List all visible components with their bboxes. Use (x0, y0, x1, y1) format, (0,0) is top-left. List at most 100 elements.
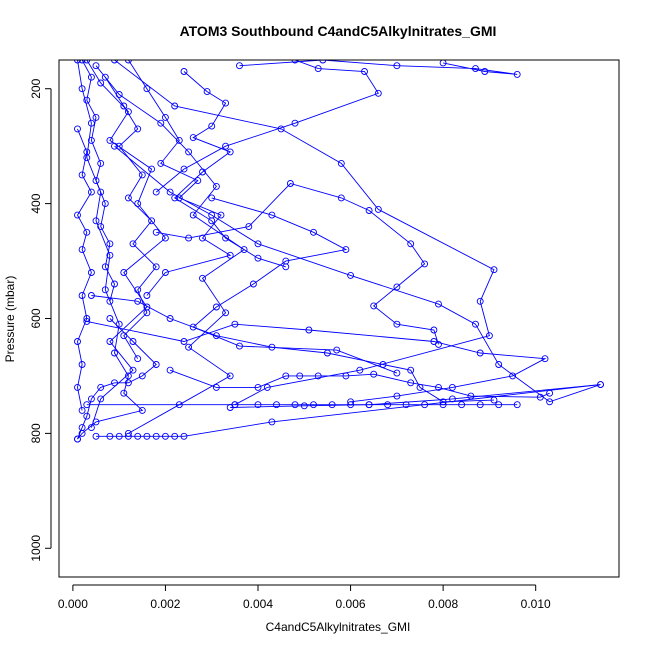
data-point (106, 136, 114, 144)
data-point (161, 113, 169, 121)
data-point (268, 418, 276, 426)
data-point (421, 260, 429, 268)
data-point (101, 200, 109, 208)
data-point (402, 401, 410, 409)
data-point (212, 383, 220, 391)
data-point (541, 355, 549, 363)
data-point (597, 381, 604, 389)
data-point (74, 211, 81, 219)
data-point (291, 60, 299, 64)
data-point (361, 68, 368, 75)
data-point (384, 401, 392, 409)
series-line-16 (91, 295, 495, 403)
data-point (78, 361, 86, 368)
data-point (180, 68, 188, 75)
data-point (106, 297, 114, 305)
data-point (134, 125, 142, 133)
data-point (365, 401, 373, 409)
data-point (291, 119, 299, 127)
data-point (111, 379, 118, 387)
data-point (148, 217, 156, 225)
data-point (310, 401, 317, 409)
y-tick-label: 200 (29, 78, 43, 98)
data-point (448, 383, 456, 391)
data-point (157, 159, 165, 167)
data-point (74, 435, 81, 443)
data-point (347, 401, 355, 409)
data-point (208, 122, 216, 130)
data-point (254, 383, 262, 391)
series-line-7 (86, 320, 547, 403)
data-point (106, 432, 114, 440)
data-point (120, 332, 128, 340)
data-point (217, 211, 225, 219)
data-point (194, 177, 202, 185)
data-point (185, 148, 193, 156)
data-point (435, 340, 442, 348)
data-point (282, 263, 290, 271)
data-point (124, 379, 132, 387)
data-point (236, 342, 243, 350)
data-point (254, 240, 262, 248)
series-line-8 (169, 369, 550, 398)
series-line-4 (239, 60, 518, 75)
data-point (120, 389, 128, 397)
data-point (166, 366, 174, 374)
data-point (87, 292, 95, 299)
data-point (199, 274, 206, 282)
data-point (74, 383, 81, 391)
data-point (78, 246, 86, 254)
data-point (203, 88, 211, 96)
data-point (393, 62, 401, 70)
data-point (129, 338, 137, 345)
data-point (226, 148, 234, 156)
series-line-17 (76, 128, 92, 411)
data-point (83, 228, 91, 236)
data-point (138, 372, 146, 380)
data-point (97, 188, 105, 196)
data-point (222, 234, 230, 242)
data-point (74, 338, 81, 345)
data-point (78, 171, 86, 179)
y-tick-label: 400 (29, 193, 43, 213)
data-point (282, 372, 290, 380)
chart-title: ATOM3 Southbound C4andC5Alkylnitrates_GM… (180, 23, 497, 39)
data-point (273, 401, 280, 409)
data-point (323, 349, 331, 357)
data-point (435, 300, 442, 308)
plot-area (74, 60, 604, 443)
data-point (143, 432, 151, 440)
data-point (370, 302, 378, 310)
data-point (106, 251, 114, 259)
data-point (513, 401, 521, 409)
data-point (148, 165, 156, 173)
data-point (115, 142, 123, 150)
data-point (97, 383, 105, 391)
data-point (92, 62, 100, 70)
data-point (87, 136, 95, 144)
y-tick-label: 800 (29, 423, 43, 443)
data-point (374, 89, 382, 97)
data-point (111, 142, 118, 150)
data-point (83, 315, 91, 322)
data-point (314, 372, 322, 380)
data-point (546, 398, 554, 406)
data-point (134, 355, 142, 363)
series-line-13 (128, 60, 232, 296)
data-point (393, 369, 401, 377)
data-point (92, 177, 100, 185)
data-point (161, 269, 169, 276)
data-point (374, 205, 382, 213)
data-point (92, 217, 100, 225)
data-point (291, 401, 299, 409)
data-point (222, 142, 230, 150)
data-point (254, 254, 262, 262)
data-point (263, 383, 271, 391)
series-line-2 (95, 65, 245, 434)
data-point (208, 194, 216, 202)
data-point (101, 286, 109, 294)
data-point (435, 383, 442, 391)
data-point (78, 424, 86, 432)
series-line-11 (77, 318, 157, 440)
data-point (111, 280, 118, 288)
